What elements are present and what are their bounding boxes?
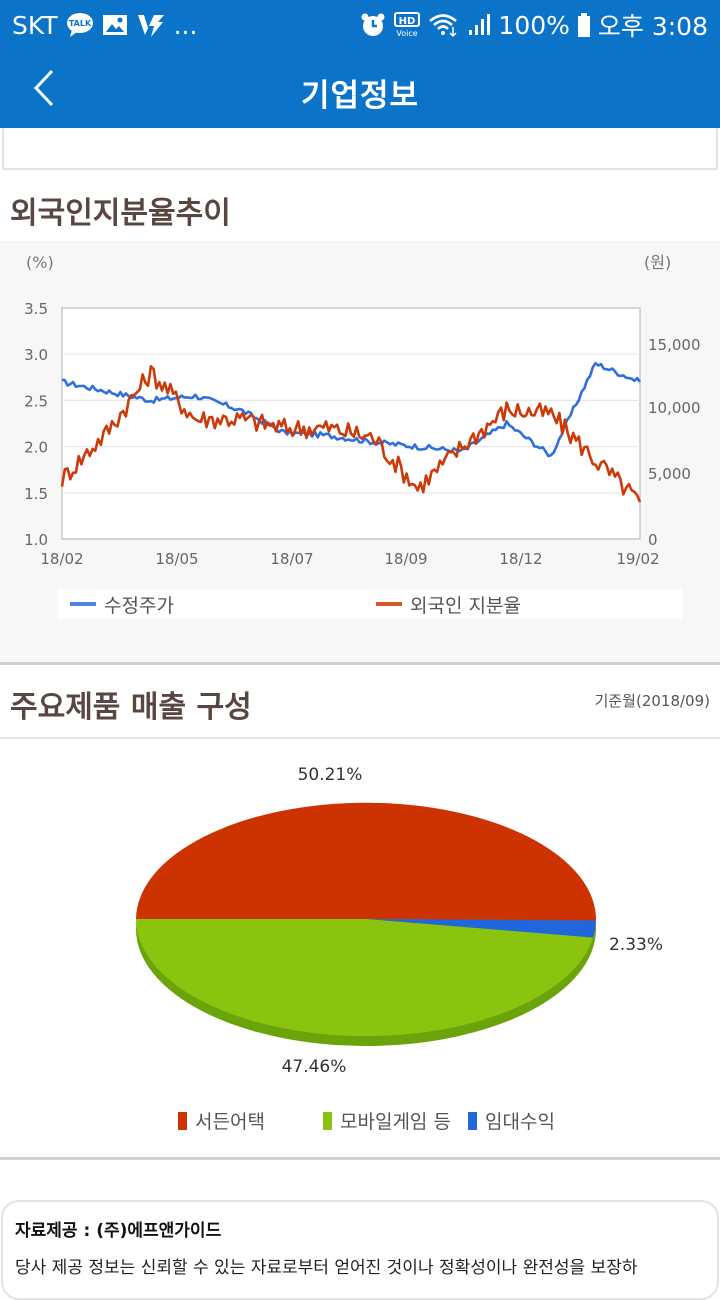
pie-legend-swatch	[178, 1112, 187, 1130]
base-month-label: 기준월(2018/09)	[594, 692, 710, 710]
plot-area	[61, 307, 641, 540]
chevron-left-icon	[33, 69, 54, 107]
pie-legend-label: 모바일게임 등	[340, 1111, 451, 1133]
signal-icon	[467, 12, 491, 38]
y-right-tick: 5,000	[648, 465, 691, 483]
kakaotalk-icon: TALK	[66, 12, 94, 38]
data-provider: 자료제공 : (주)에프앤가이드	[15, 1221, 222, 1241]
hd-voice-icon: HD Voice	[393, 12, 421, 38]
y-left-tick: 2.5	[24, 392, 48, 410]
y-left-tick: 1.0	[24, 531, 48, 549]
empty-content-box	[2, 128, 718, 170]
y-left-tick: 2.0	[24, 439, 48, 457]
battery-percent: 100%	[498, 10, 570, 40]
legend-foreign-label: 외국인 지분율	[410, 595, 521, 617]
app-bar: 기업정보	[0, 50, 720, 128]
y-left-tick: 3.0	[24, 346, 48, 364]
more-notifications: ...	[173, 10, 198, 40]
svg-text:TALK: TALK	[68, 19, 91, 28]
section-divider	[0, 662, 720, 665]
legend-price-swatch	[70, 602, 96, 606]
pie-slice-sudden-attack	[136, 802, 597, 921]
y-left-tick: 1.5	[24, 485, 48, 503]
alarm-icon	[360, 12, 386, 38]
y-left-tick: 3.5	[24, 300, 48, 318]
page-title: 기업정보	[300, 78, 420, 114]
sales-composition-pie-panel: 50.21% 2.33% 47.46% 서든어택 모바일게임 등 임대수익	[0, 737, 720, 1157]
pie-label-red: 50.21%	[298, 765, 363, 785]
wifi-icon	[428, 12, 460, 38]
x-tick: 18/02	[40, 550, 83, 568]
svg-text:Voice: Voice	[397, 29, 418, 38]
status-bar: SKT TALK ... HD Voice 100% 오후 3:08	[0, 0, 720, 50]
y-right-tick: 0	[648, 531, 658, 549]
section-divider-2	[0, 1157, 720, 1160]
sales-composition-title: 주요제품 매출 구성	[10, 690, 252, 725]
svg-text:HD: HD	[399, 16, 416, 27]
foreign-ownership-title: 외국인지분율추이	[10, 196, 231, 231]
carrier-label: SKT	[12, 10, 58, 40]
sales-composition-pie-chart: 50.21% 2.33% 47.46% 서든어택 모바일게임 등 임대수익	[135, 765, 663, 1133]
y-right-tick: 15,000	[648, 336, 701, 354]
x-tick: 18/12	[499, 550, 542, 568]
pie-label-blue: 2.33%	[609, 935, 663, 955]
pie-slice-rental-income	[366, 919, 596, 938]
line-chart-legend: 수정주가 외국인 지분율	[58, 589, 682, 619]
legend-foreign-swatch	[376, 602, 402, 606]
v3-icon	[136, 12, 166, 38]
legend-price-label: 수정주가	[104, 595, 174, 617]
x-tick: 18/09	[384, 550, 427, 568]
foreign-ownership-line-chart: 1.0 1.5 2.0 2.5 3.0 3.5 0 5,000 10,000 15,000 (%) (…	[24, 253, 701, 568]
data-source-notice: 자료제공 : (주)에프앤가이드 당사 제공 정보는 신뢰할 수 있는 자료로부…	[1, 1200, 719, 1300]
pie-legend-swatch	[323, 1112, 332, 1130]
x-tick: 18/07	[270, 550, 313, 568]
y-right-tick: 10,000	[648, 399, 701, 417]
foreign-ownership-line	[60, 365, 642, 503]
gallery-icon	[102, 13, 128, 37]
x-tick: 18/05	[155, 550, 198, 568]
disclaimer-text: 당사 제공 정보는 신뢰할 수 있는 자료로부터 얻어진 것이나 정확성이나 완…	[15, 1258, 638, 1278]
foreign-ownership-chart-panel: 1.0 1.5 2.0 2.5 3.0 3.5 0 5,000 10,000 15,000 (%) (…	[0, 242, 720, 662]
pie-label-green: 47.46%	[282, 1057, 347, 1077]
pie-legend-swatch	[468, 1112, 477, 1130]
pie-legend-label: 임대수익	[485, 1111, 555, 1133]
battery-icon	[577, 12, 591, 38]
back-button[interactable]	[22, 66, 66, 110]
left-axis-unit: (%)	[26, 253, 54, 272]
pie-slice-mobile-games	[135, 919, 594, 1037]
clock: 오후 3:08	[597, 12, 708, 41]
pie-legend-label: 서든어택	[195, 1111, 265, 1133]
price-line	[61, 361, 642, 458]
x-tick: 19/02	[616, 550, 659, 568]
right-axis-unit: (원)	[644, 253, 671, 272]
